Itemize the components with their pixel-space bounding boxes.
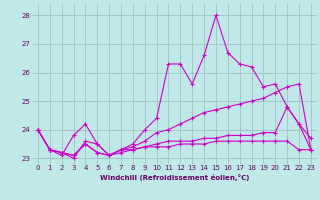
X-axis label: Windchill (Refroidissement éolien,°C): Windchill (Refroidissement éolien,°C) (100, 174, 249, 181)
